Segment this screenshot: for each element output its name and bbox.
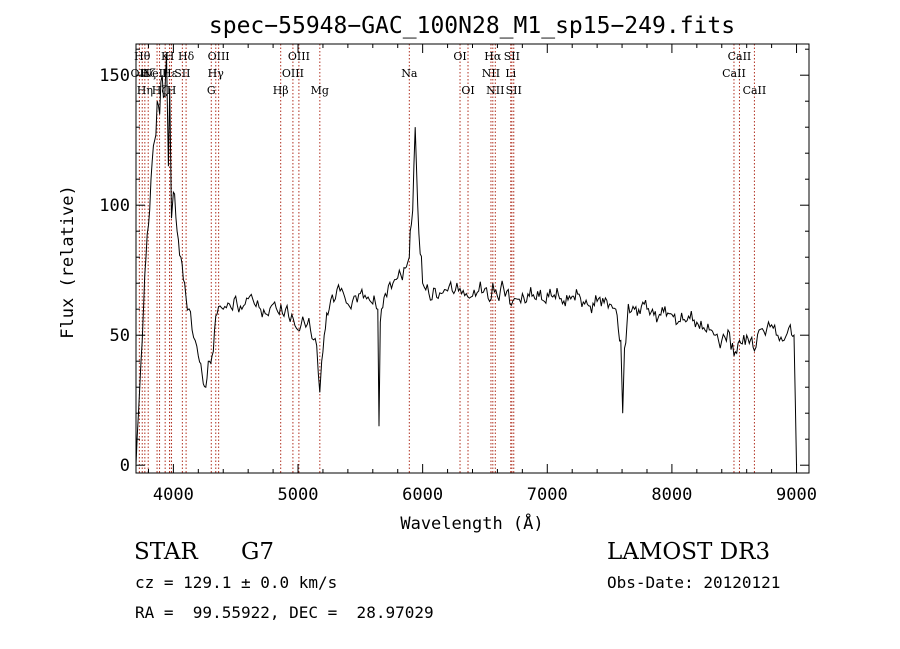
line-label-8: Hε [162, 67, 178, 80]
x-tick-label-5: 9000 [776, 485, 817, 505]
x-axis-label: Wavelength (Å) [400, 512, 543, 534]
line-label-22: NII [482, 67, 500, 80]
flux-line [135, 54, 797, 466]
plot-frame [135, 43, 810, 474]
line-label-14: OIII [208, 50, 230, 63]
line-label-21: OI [461, 84, 474, 97]
line-label-2: Hη [137, 84, 153, 97]
line-label-18: Mg [311, 84, 329, 97]
line-label-4: NeIII [142, 67, 171, 80]
line-label-3: Hζ [140, 67, 156, 80]
redshift-readout: cz = 129.1 ± 0.0 km/s [135, 573, 338, 592]
y-tick-label-1: 50 [110, 326, 130, 346]
line-label-26: SII [504, 50, 520, 63]
x-tick-label-0: 4000 [153, 485, 194, 505]
line-label-1: Hθ [134, 50, 151, 63]
survey-name: LAMOST DR3 [607, 539, 771, 565]
x-tick-label-1: 5000 [278, 485, 319, 505]
line-label-10: SII [174, 67, 190, 80]
object-class: STAR [134, 539, 198, 565]
line-label-29: CaII [728, 50, 752, 63]
line-label-28: CaII [722, 67, 746, 80]
flux-series [135, 54, 797, 466]
x-tick-label-2: 6000 [402, 485, 443, 505]
line-label-19: Na [401, 67, 418, 80]
coordinates-readout: RA = 99.55922, DEC = 28.97029 [135, 603, 434, 622]
spectral-line-labels: OIIHθHηHζNeIIIHζKHHεHSIIHδGHγOIIIHβOIIIO… [131, 50, 767, 97]
line-label-23: Hα [484, 50, 502, 63]
line-label-30: CaII [743, 84, 767, 97]
y-tick-label-2: 100 [99, 196, 130, 216]
object-subclass: G7 [241, 539, 275, 565]
y-axis-label: Flux (relative) [58, 185, 78, 339]
line-label-12: G [207, 84, 216, 97]
line-label-6: K [161, 50, 170, 63]
spectral-line-markers [138, 44, 755, 473]
line-label-11: Hδ [178, 50, 195, 63]
line-label-7: H [165, 50, 175, 63]
line-label-24: NII [486, 84, 504, 97]
line-label-25: Li [505, 67, 516, 80]
line-label-5: Hζ [152, 84, 168, 97]
obs-date: Obs-Date: 20120121 [607, 573, 781, 592]
line-label-16: OIII [282, 67, 304, 80]
x-tick-label-4: 8000 [651, 485, 692, 505]
line-label-9: H [167, 84, 177, 97]
line-label-27: SII [506, 84, 522, 97]
line-label-17: OIII [288, 50, 310, 63]
y-tick-label-3: 150 [99, 66, 130, 86]
y-axis: 0 50 100 150 [99, 48, 809, 476]
chart-title: spec−55948−GAC_100N28_M1_sp15−249.fits [209, 13, 735, 39]
x-tick-label-3: 7000 [527, 485, 568, 505]
line-label-15: Hβ [273, 84, 289, 97]
y-tick-label-0: 0 [120, 456, 130, 476]
x-axis: 4000 5000 6000 7000 8000 9000 [147, 44, 817, 505]
line-label-20: OI [453, 50, 466, 63]
line-label-13: Hγ [208, 67, 225, 80]
line-label-0: OII [131, 67, 149, 80]
